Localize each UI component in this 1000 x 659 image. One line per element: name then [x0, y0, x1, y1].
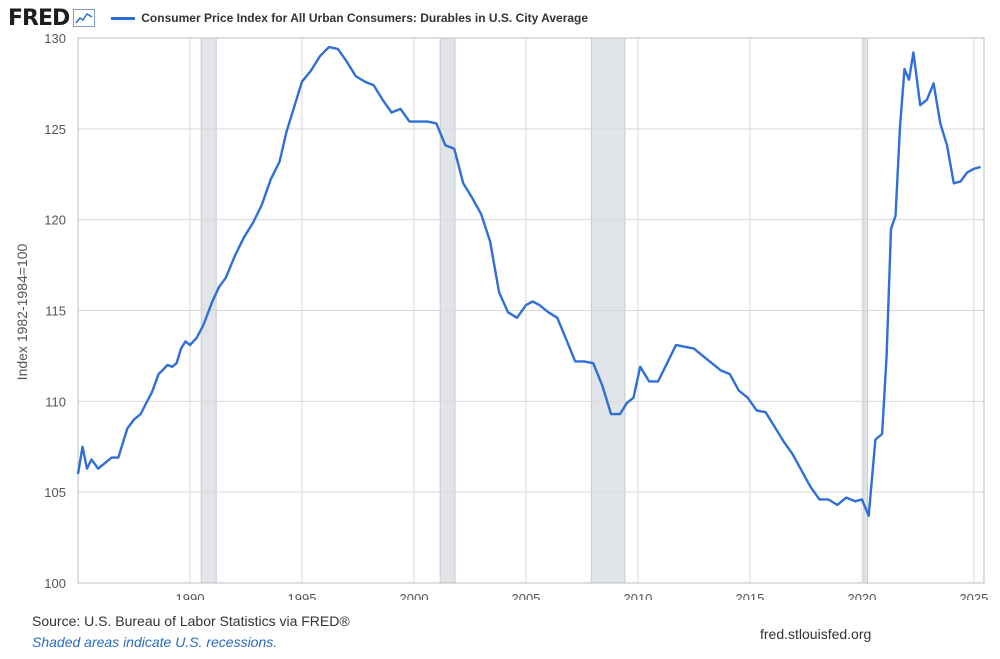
y-tick-labels: 100 105 110 115 120 125 130: [44, 31, 66, 591]
chart-header: FRED Consumer Price Index for All Urban …: [8, 4, 588, 32]
y-tick-label: 100: [44, 576, 66, 591]
source-note: Source: U.S. Bureau of Labor Statistics …: [32, 613, 350, 629]
x-tick-label: 2010: [623, 591, 652, 600]
line-chart: 100 105 110 115 120 125 130 1990 1995 2000 2005 20…: [14, 31, 989, 600]
gridlines: [77, 37, 985, 584]
x-tick-label: 2005: [511, 591, 540, 600]
y-tick-label: 120: [44, 213, 66, 228]
x-tick-labels: 1990 1995 2000 2005 2010 2015 2020 2025: [176, 591, 989, 600]
recession-note: Shaded areas indicate U.S. recessions.: [32, 634, 278, 650]
y-axis-label: Index 1982-1984=100: [14, 243, 30, 380]
x-tick-label: 1990: [176, 591, 205, 600]
y-tick-label: 105: [44, 485, 66, 500]
fred-logo[interactable]: FRED: [8, 5, 70, 31]
series-line: [76, 45, 981, 517]
legend-label: Consumer Price Index for All Urban Consu…: [141, 11, 589, 25]
x-tick-label: 2000: [400, 591, 429, 600]
y-tick-label: 115: [45, 304, 66, 319]
x-tick-label: 1995: [288, 591, 317, 600]
legend: Consumer Price Index for All Urban Consu…: [111, 11, 588, 25]
legend-swatch: [111, 16, 136, 20]
site-link[interactable]: fred.stlouisfed.org: [760, 626, 872, 642]
y-tick-label: 110: [45, 394, 66, 409]
plot-frame: [77, 37, 985, 584]
line-chart-icon: [73, 9, 96, 27]
x-tick-label: 2015: [735, 591, 764, 600]
y-tick-label: 130: [44, 31, 66, 46]
x-tick-label: 2025: [959, 591, 988, 600]
y-tick-label: 125: [44, 122, 66, 137]
x-tick-label: 2020: [847, 591, 876, 600]
